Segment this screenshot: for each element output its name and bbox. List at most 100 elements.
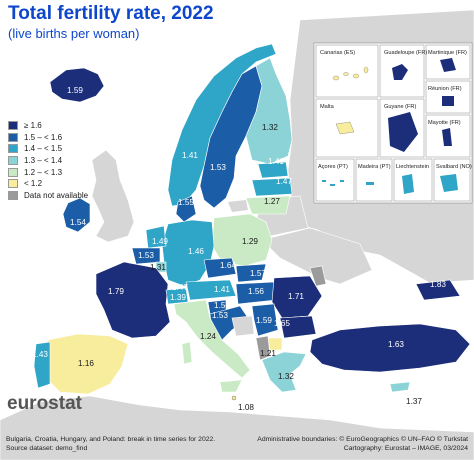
legend-item: < 1.2 bbox=[8, 178, 88, 190]
greece bbox=[261, 351, 307, 393]
legend-swatch bbox=[8, 190, 18, 200]
slovakia bbox=[235, 263, 267, 283]
value-label-liechtenstein: 1.47 bbox=[172, 283, 188, 292]
value-label-slovenia: 1.55 bbox=[214, 301, 230, 310]
malta bbox=[231, 395, 237, 401]
legend-swatch bbox=[8, 167, 18, 177]
value-label-croatia: 1.53 bbox=[212, 311, 228, 320]
value-label-switzerland: 1.39 bbox=[170, 293, 186, 302]
mayotte-shape bbox=[442, 128, 452, 146]
sicily bbox=[219, 379, 243, 393]
boundaries-credit: Administrative boundaries: © EuroGeograp… bbox=[257, 436, 468, 443]
legend-item: Data not available bbox=[8, 190, 88, 202]
legend-label: ≥ 1.6 bbox=[24, 121, 42, 131]
lithuania bbox=[245, 195, 291, 215]
value-label-romania: 1.71 bbox=[288, 292, 304, 301]
eurostat-logo: eurostat bbox=[7, 393, 82, 414]
austria bbox=[185, 279, 237, 301]
legend-label: 1.2 – < 1.3 bbox=[24, 167, 63, 177]
value-label-latvia: 1.47 bbox=[276, 177, 292, 186]
acores-islands bbox=[322, 180, 344, 186]
legend-swatch bbox=[8, 121, 18, 131]
value-label-sweden: 1.53 bbox=[210, 163, 226, 172]
malta-shape bbox=[335, 121, 355, 135]
value-label-lithuania: 1.27 bbox=[264, 197, 280, 206]
denmark bbox=[175, 195, 197, 223]
ukraine bbox=[261, 227, 373, 285]
finland bbox=[245, 57, 293, 165]
value-label-greece: 1.32 bbox=[278, 372, 294, 381]
value-label-slovakia: 1.57 bbox=[250, 269, 266, 278]
norway bbox=[167, 43, 277, 207]
inset-title-martinique: Martinique (FR) bbox=[428, 50, 467, 56]
value-label-finland: 1.32 bbox=[262, 123, 278, 132]
inset-title-acores: Açores (PT) bbox=[318, 164, 348, 170]
legend-label: < 1.2 bbox=[24, 179, 43, 189]
inset-title-guyane: Guyane (FR) bbox=[384, 104, 416, 110]
value-label-denmark: 1.55 bbox=[178, 198, 194, 207]
legend-item: 1.2 – < 1.3 bbox=[8, 166, 88, 178]
martinique-shape bbox=[440, 58, 456, 72]
guadeloupe-shape bbox=[392, 64, 408, 80]
value-label-czechia: 1.64 bbox=[220, 261, 236, 270]
legend: ≥ 1.6 1.5 – < 1.6 1.4 – < 1.5 1.3 – < 1.… bbox=[8, 120, 88, 201]
cyprus bbox=[389, 381, 411, 393]
legend-label: 1.5 – < 1.6 bbox=[24, 132, 63, 142]
north-macedonia bbox=[267, 337, 283, 351]
value-label-cyprus: 1.37 bbox=[406, 397, 422, 406]
georgia bbox=[415, 279, 461, 301]
madeira-islands bbox=[366, 182, 374, 185]
value-label-spain: 1.16 bbox=[78, 359, 94, 368]
ireland bbox=[62, 197, 91, 233]
svalbard-islands bbox=[440, 174, 458, 192]
value-label-luxembourg: 1.31 bbox=[150, 263, 166, 272]
united-kingdom bbox=[91, 149, 135, 243]
inset-title-canarias: Canarias (ES) bbox=[320, 50, 355, 56]
value-label-iceland: 1.59 bbox=[67, 86, 83, 95]
inset-title-reunion: Réunion (FR) bbox=[428, 86, 462, 92]
italy bbox=[173, 299, 251, 379]
value-label-t-rkiye: 1.63 bbox=[388, 340, 404, 349]
serbia bbox=[251, 303, 279, 337]
footer-credits: Administrative boundaries: © EuroGeograp… bbox=[257, 435, 468, 453]
legend-swatch bbox=[8, 156, 18, 166]
value-label-portugal: 1.43 bbox=[32, 350, 48, 359]
legend-label: Data not available bbox=[24, 190, 89, 200]
canarias-islands bbox=[332, 66, 369, 81]
czechia bbox=[203, 257, 237, 279]
inset-title-madeira: Madeira (PT) bbox=[358, 164, 391, 170]
inset-title-mayotte: Mayotte (FR) bbox=[428, 120, 461, 126]
legend-label: 1.4 – < 1.5 bbox=[24, 144, 63, 154]
inset-title-malta: Malta bbox=[320, 104, 335, 110]
poland bbox=[211, 213, 273, 267]
inset-title-guadeloupe: Guadeloupe (FR) bbox=[384, 50, 427, 56]
latvia bbox=[251, 177, 293, 197]
value-label-malta: 1.08 bbox=[238, 403, 254, 412]
turkiye bbox=[309, 323, 471, 373]
map-subtitle: (live births per woman) bbox=[8, 26, 140, 41]
africa-land bbox=[0, 395, 474, 460]
value-label-estonia: 1.41 bbox=[268, 157, 284, 166]
bosnia bbox=[231, 315, 255, 337]
source-dataset: Source dataset: demo_find bbox=[6, 445, 88, 452]
russia-kaliningrad bbox=[228, 200, 248, 212]
guyane-shape bbox=[388, 112, 418, 152]
value-label-georgia: 1.83 bbox=[430, 280, 446, 289]
legend-label: 1.3 – < 1.4 bbox=[24, 156, 63, 166]
inset-title-svalbard: Svalbard (NO) bbox=[436, 164, 472, 170]
value-label-north-macedonia: 1.21 bbox=[260, 349, 276, 358]
legend-item: 1.3 – < 1.4 bbox=[8, 155, 88, 167]
value-label-hungary: 1.56 bbox=[248, 287, 264, 296]
estonia bbox=[257, 161, 289, 179]
map-title: Total fertility rate, 2022 bbox=[8, 3, 214, 24]
value-label-germany: 1.46 bbox=[188, 247, 204, 256]
value-label-france: 1.79 bbox=[108, 287, 124, 296]
insets-panel: Canarias (ES) Guadeloupe (FR) Martinique… bbox=[313, 42, 473, 204]
value-label-poland: 1.29 bbox=[242, 237, 258, 246]
legend-item: ≥ 1.6 bbox=[8, 120, 88, 132]
moldova bbox=[309, 265, 327, 287]
bulgaria bbox=[279, 315, 317, 339]
iceland bbox=[49, 67, 105, 103]
sardinia bbox=[181, 341, 193, 365]
value-label-bulgaria: 1.65 bbox=[274, 319, 290, 328]
